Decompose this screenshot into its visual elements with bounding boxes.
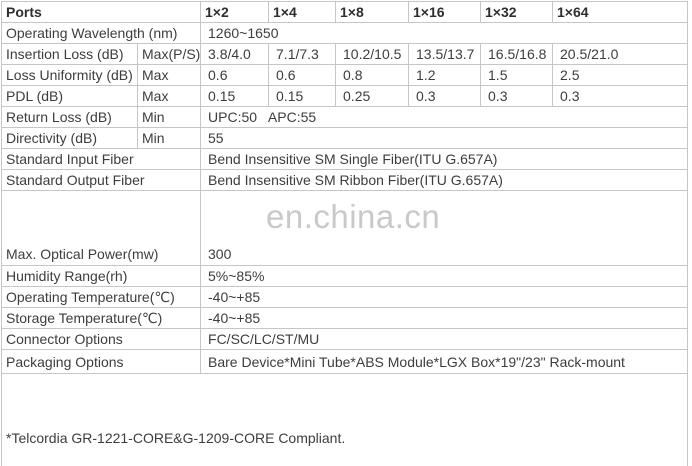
table-row: Insertion Loss (dB) Max(P/S) 3.8/4.0 7.1… <box>1 43 689 65</box>
table-row: Packaging Options Bare Device*Mini Tube*… <box>0 349 689 374</box>
value-connector-options: FC/SC/LC/ST/MU <box>200 328 689 350</box>
note-telcordia-compliance: *Telcordia GR-1221-CORE&G-1209-CORE Comp… <box>6 430 346 446</box>
value-standard-output-fiber: Bend Insensitive SM Ribbon Fiber(ITU G.6… <box>200 169 689 191</box>
table-row: Standard Input Fiber Bend Insensitive SM… <box>0 148 689 170</box>
label-directivity: Directivity (dB) <box>1 127 138 149</box>
value-packaging-options: Bare Device*Mini Tube*ABS Module*LGX Box… <box>200 349 689 374</box>
table-row: Max. Optical Power(mw) 300 <box>0 190 689 266</box>
value-loss-uniformity-1x32: 1.5 <box>480 64 554 86</box>
label-operating-wavelength: Operating Wavelength (nm) <box>0 22 202 44</box>
value-insertion-loss-1x2: 3.8/4.0 <box>200 43 270 65</box>
value-loss-uniformity-1x2: 0.6 <box>200 64 270 86</box>
sub-insertion-loss: Max(P/S) <box>136 43 202 65</box>
value-insertion-loss-1x64: 20.5/21.0 <box>552 43 689 65</box>
sub-directivity: Min <box>136 127 202 149</box>
value-humidity-range: 5%~85% <box>200 265 689 287</box>
value-pdl-1x2: 0.15 <box>200 85 270 107</box>
value-standard-input-fiber: Bend Insensitive SM Single Fiber(ITU G.6… <box>200 148 689 170</box>
label-return-loss: Return Loss (dB) <box>1 106 138 128</box>
value-storage-temperature: -40~+85 <box>200 307 689 329</box>
header-col-1x16: 1×16 <box>408 1 482 23</box>
value-operating-temperature: -40~+85 <box>200 286 689 308</box>
value-loss-uniformity-1x8: 0.8 <box>335 64 410 86</box>
table-row: Directivity (dB) Min 55 <box>1 127 689 149</box>
value-insertion-loss-1x16: 13.5/13.7 <box>408 43 482 65</box>
sub-return-loss: Min <box>136 106 202 128</box>
table-row: Connector Options FC/SC/LC/ST/MU <box>0 328 689 350</box>
label-connector-options: Connector Options <box>0 328 202 350</box>
footnotes: *Telcordia GR-1221-CORE&G-1209-CORE Comp… <box>0 373 689 466</box>
table-row: Return Loss (dB) Min UPC:50 APC:55 <box>1 106 689 128</box>
header-col-1x2: 1×2 <box>200 1 270 23</box>
table-row: Operating Wavelength (nm) 1260~1650 <box>0 22 689 44</box>
table-row: PDL (dB) Max 0.15 0.15 0.25 0.3 0.3 0.3 <box>1 85 689 107</box>
table-row: Humidity Range(rh) 5%~85% <box>0 265 689 287</box>
value-directivity: 55 <box>200 127 689 149</box>
header-col-1x32: 1×32 <box>480 1 554 23</box>
table-row: Storage Temperature(℃) -40~+85 <box>0 307 689 329</box>
value-pdl-1x32: 0.3 <box>480 85 554 107</box>
label-loss-uniformity: Loss Uniformity (dB) <box>1 64 138 86</box>
value-pdl-1x8: 0.25 <box>335 85 410 107</box>
label-packaging-options: Packaging Options <box>0 349 202 374</box>
table-row: *Telcordia GR-1221-CORE&G-1209-CORE Comp… <box>0 373 689 466</box>
header-col-1x8: 1×8 <box>335 1 410 23</box>
table-row: Loss Uniformity (dB) Max 0.6 0.6 0.8 1.2… <box>1 64 689 86</box>
label-standard-input-fiber: Standard Input Fiber <box>0 148 202 170</box>
value-loss-uniformity-1x4: 0.6 <box>268 64 337 86</box>
label-operating-temperature: Operating Temperature(℃) <box>0 286 202 308</box>
value-loss-uniformity-1x16: 1.2 <box>408 64 482 86</box>
value-operating-wavelength: 1260~1650 <box>200 22 689 44</box>
label-max-optical-power: Max. Optical Power(mw) <box>0 190 202 266</box>
table-row: Ports 1×2 1×4 1×8 1×16 1×32 1×64 <box>0 1 689 23</box>
header-col-1x64: 1×64 <box>552 1 689 23</box>
sub-loss-uniformity: Max <box>136 64 202 86</box>
header-ports: Ports <box>0 1 202 23</box>
label-standard-output-fiber: Standard Output Fiber <box>0 169 202 191</box>
value-max-optical-power: 300 <box>200 190 689 266</box>
sub-pdl: Max <box>136 85 202 107</box>
value-insertion-loss-1x4: 7.1/7.3 <box>268 43 337 65</box>
label-insertion-loss: Insertion Loss (dB) <box>1 43 138 65</box>
value-pdl-1x4: 0.15 <box>268 85 337 107</box>
label-humidity-range: Humidity Range(rh) <box>0 265 202 287</box>
value-return-loss: UPC:50 APC:55 <box>200 106 689 128</box>
value-insertion-loss-1x8: 10.2/10.5 <box>335 43 410 65</box>
table-row: Standard Output Fiber Bend Insensitive S… <box>0 169 689 191</box>
table-row: Operating Temperature(℃) -40~+85 <box>0 286 689 308</box>
value-loss-uniformity-1x64: 2.5 <box>552 64 689 86</box>
value-pdl-1x64: 0.3 <box>552 85 689 107</box>
label-storage-temperature: Storage Temperature(℃) <box>0 307 202 329</box>
header-col-1x4: 1×4 <box>268 1 337 23</box>
label-pdl: PDL (dB) <box>1 85 138 107</box>
value-pdl-1x16: 0.3 <box>408 85 482 107</box>
value-insertion-loss-1x32: 16.5/16.8 <box>480 43 554 65</box>
